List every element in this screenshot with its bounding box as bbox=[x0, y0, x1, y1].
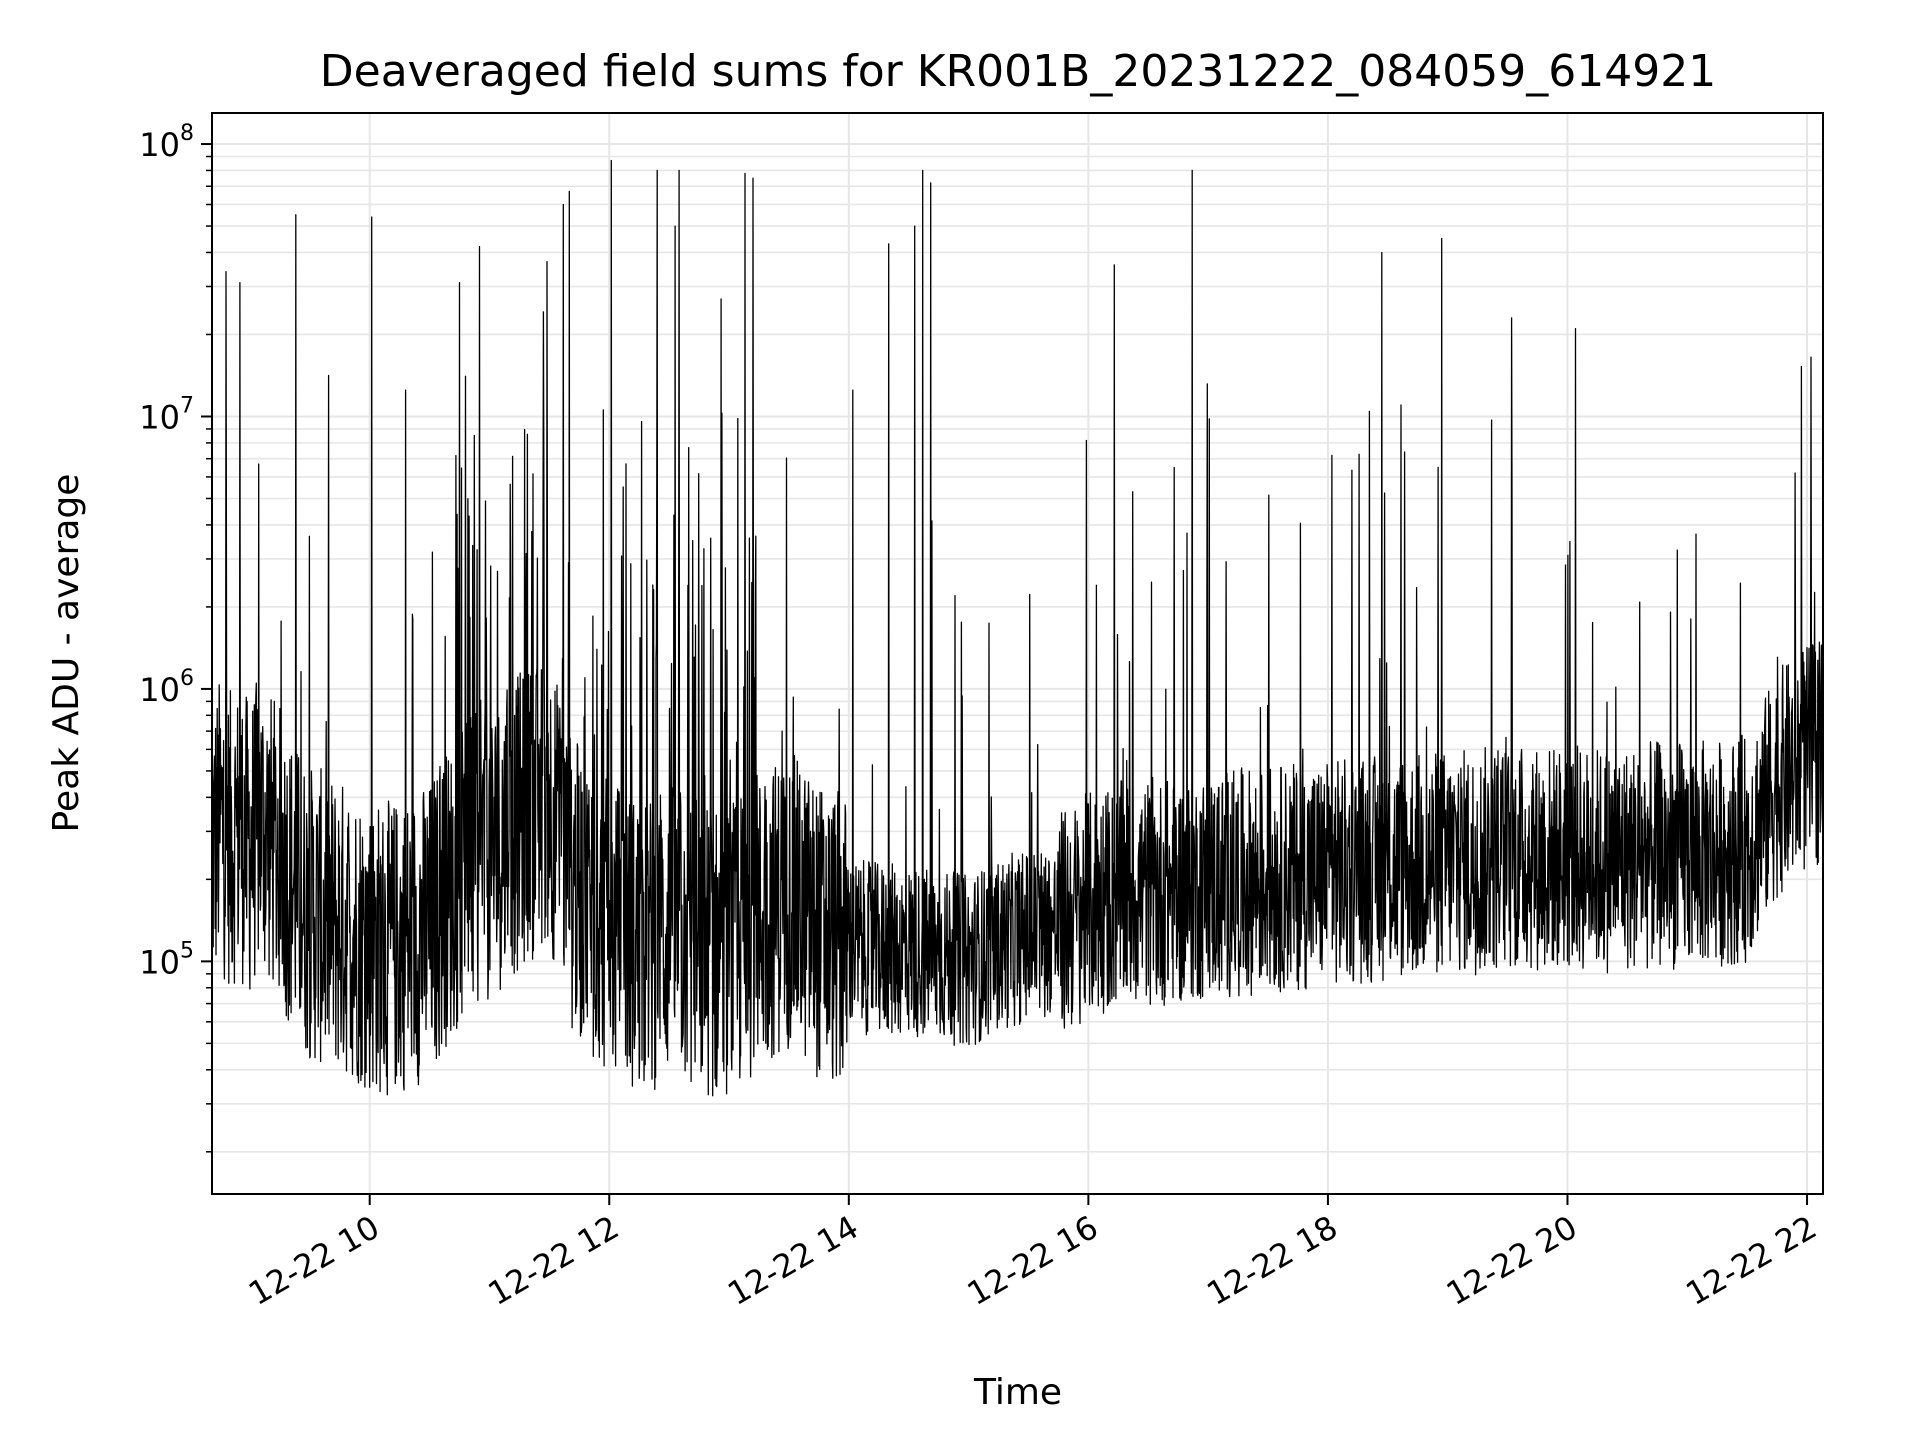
plot-area bbox=[211, 159, 1824, 1097]
x-axis-label: Time bbox=[973, 1372, 1062, 1413]
y-tick-label: 108 bbox=[139, 121, 194, 164]
plot-frame bbox=[211, 112, 1824, 1195]
y-axis: 105 106 107 108 bbox=[139, 121, 212, 1153]
series-line bbox=[211, 159, 1824, 1097]
y-tick-label: 106 bbox=[139, 666, 194, 709]
y-axis-label: Peak ADU - average bbox=[46, 474, 87, 833]
y-tick-label: 107 bbox=[139, 393, 194, 436]
chart-title: Deaveraged field sums for KR001B_2023122… bbox=[320, 46, 1716, 97]
y-tick-label: 105 bbox=[139, 938, 194, 981]
